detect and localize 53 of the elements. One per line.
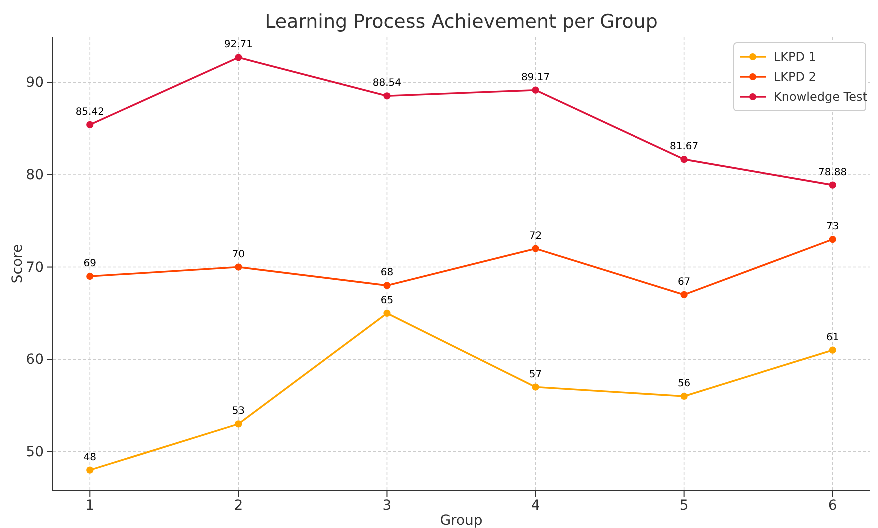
x-tick-label: 5	[680, 498, 689, 514]
point	[384, 92, 391, 100]
point	[829, 346, 836, 354]
y-tick-label: 80	[26, 167, 44, 184]
point	[680, 392, 688, 400]
x-tick-label: 4	[531, 498, 540, 514]
y-axis-title: Score	[10, 244, 26, 284]
x-tick-label: 3	[382, 498, 392, 514]
point	[680, 156, 688, 164]
legend-label: LKPD 2	[774, 70, 816, 84]
x-tick-label: 1	[86, 498, 95, 514]
chart-title: Learning Process Achievement per Group	[265, 11, 658, 33]
data-label: 72	[529, 230, 542, 242]
data-label: 69	[84, 258, 97, 270]
point	[532, 245, 540, 252]
point	[384, 310, 391, 317]
data-label: 92.71	[224, 40, 253, 51]
point	[829, 236, 836, 244]
point	[235, 264, 242, 271]
point	[86, 466, 94, 474]
legend-label: Knowledge Test	[774, 90, 868, 104]
data-label: 85.42	[76, 106, 104, 118]
data-label: 73	[826, 222, 840, 233]
data-label: 88.54	[372, 78, 402, 90]
y-tick-label: 50	[26, 444, 44, 460]
data-label: 65	[380, 295, 394, 306]
data-label: 57	[529, 369, 542, 380]
legend-label: LKPD 1	[774, 50, 816, 64]
x-tick-label: 2	[234, 498, 244, 514]
point	[235, 420, 242, 428]
data-label: 81.67	[670, 142, 699, 153]
x-tick-label: 6	[828, 498, 838, 514]
point	[384, 282, 391, 290]
x-axis-title: Group	[440, 513, 483, 528]
point	[86, 272, 94, 280]
y-tick-label: 70	[26, 260, 44, 276]
data-label: 70	[232, 249, 246, 260]
data-label: 78.88	[818, 167, 848, 178]
data-label: 89.17	[521, 72, 550, 84]
data-label: 67	[678, 276, 691, 288]
point	[86, 121, 94, 129]
data-label: 48	[84, 452, 97, 464]
point	[532, 86, 540, 94]
point	[680, 291, 688, 299]
data-label: 53	[232, 406, 246, 418]
point	[532, 384, 540, 391]
data-label: 61	[826, 332, 840, 344]
data-label: 68	[380, 268, 394, 279]
y-tick-label: 60	[26, 352, 44, 368]
data-label: 56	[678, 378, 691, 390]
point	[235, 54, 242, 62]
y-tick-label: 90	[26, 75, 44, 92]
point	[829, 182, 836, 189]
